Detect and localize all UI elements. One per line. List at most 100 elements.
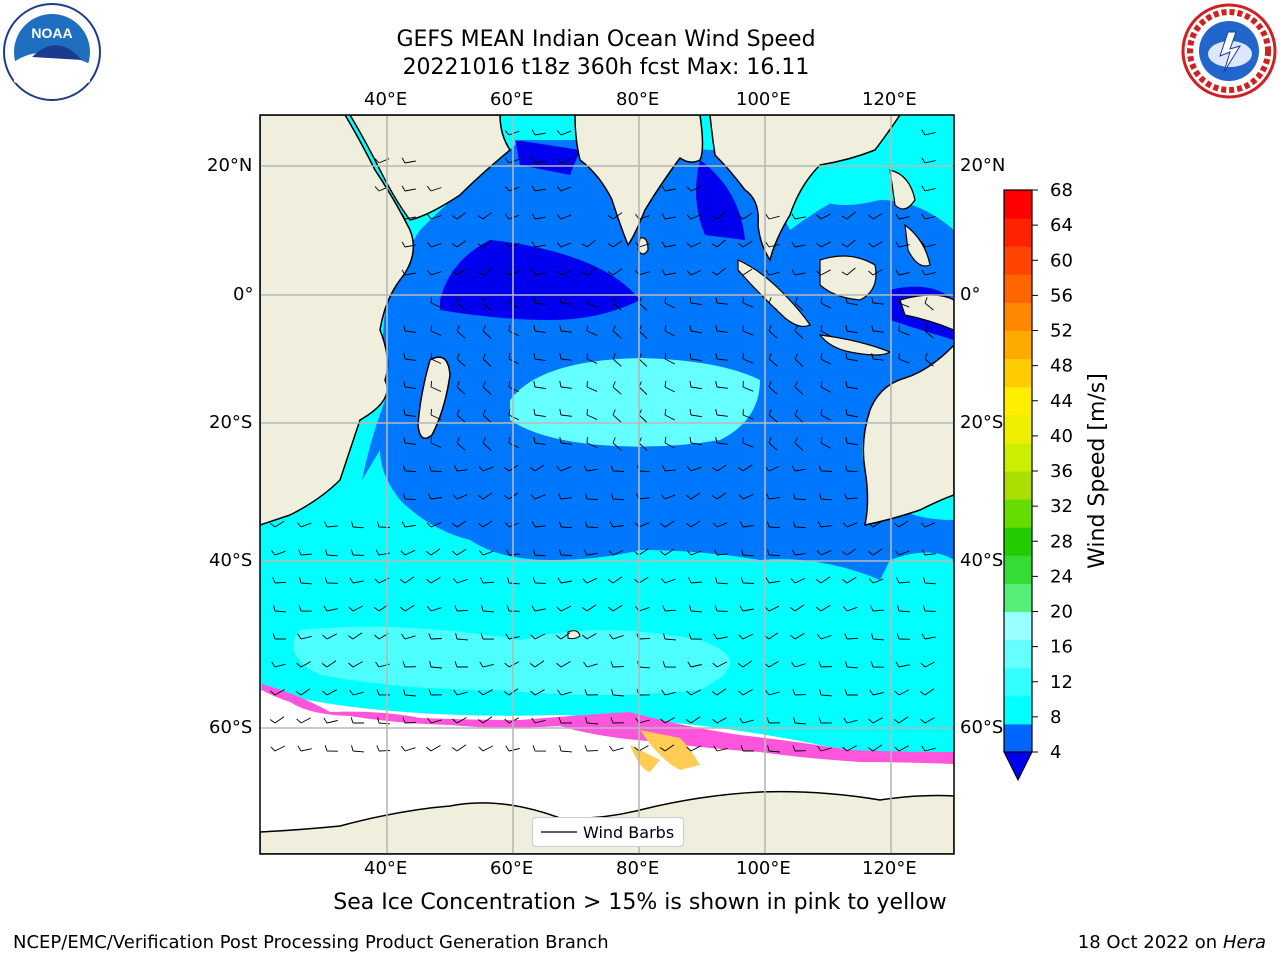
wind-barb [430, 324, 442, 336]
wind-barb [711, 688, 727, 696]
colorbar-swatch [1004, 358, 1032, 388]
wind-barb [662, 661, 677, 668]
lat-label-right-20n: 20°N [960, 155, 1006, 176]
wind-barb [794, 297, 804, 311]
sumatra-land [737, 259, 811, 328]
lat-label-left-0: 0° [233, 284, 254, 305]
colorbar-tick-label: 36 [1050, 461, 1073, 482]
wind-barb [844, 689, 858, 696]
colorbar-under-arrow [1003, 751, 1033, 782]
wind-barb [791, 549, 806, 556]
wind-barb [581, 604, 597, 612]
wind-barb [348, 661, 363, 668]
wind-barb [376, 521, 391, 528]
lat-label-left-40s: 40°S [209, 550, 253, 571]
wind-barb [482, 437, 492, 451]
wind-barb [508, 296, 520, 309]
wind-barb [659, 520, 675, 528]
legend-label: Wind Barbs [583, 823, 675, 842]
wind-barb [607, 212, 623, 220]
wind-barb [686, 466, 702, 472]
wind-barb [664, 409, 676, 421]
wind-barb [456, 325, 466, 339]
wind-barb [324, 745, 339, 752]
wind-barb [296, 717, 311, 724]
wind-barb [742, 296, 754, 308]
wind-barb [402, 493, 417, 501]
wind-barb [609, 521, 624, 528]
lon-label-bottom-60e: 60°E [490, 858, 534, 879]
wind-barb [794, 409, 804, 423]
wind-barb [452, 494, 468, 500]
wind-barb [401, 269, 416, 276]
wind-barb [664, 381, 676, 393]
wind-barb [272, 633, 286, 640]
colorbar-swatch [1004, 330, 1032, 360]
wind-barb [508, 436, 520, 449]
wind-barb [791, 269, 806, 276]
colorbar-swatch [1004, 555, 1032, 584]
wind-barb [738, 494, 754, 500]
dark-blue-region-west [440, 240, 640, 320]
wind-barb [711, 492, 727, 500]
wind-barb [841, 548, 857, 556]
wind-barb [351, 521, 365, 529]
noaa-logo: NOAA [2, 2, 102, 102]
wind-barb [608, 604, 623, 612]
wind-barb [533, 437, 546, 446]
wind-barb [295, 688, 311, 696]
wind-barb [924, 353, 934, 367]
wind-barb [558, 521, 573, 529]
wind-barb [768, 437, 778, 451]
wind-barb [661, 241, 676, 248]
wind-barb [868, 717, 883, 724]
wind-barb [375, 549, 390, 556]
wind-barb [609, 633, 624, 640]
wind-barb [454, 605, 469, 612]
colorbar-swatch [1004, 302, 1032, 331]
wind-barb [661, 185, 676, 192]
wind-barb [871, 353, 884, 361]
wind-barb [582, 633, 597, 640]
colorbar-tick-label: 64 [1050, 215, 1073, 236]
wind-barb [376, 689, 391, 696]
wind-barb [480, 633, 495, 640]
wind-barb [610, 661, 625, 668]
wind-barb [715, 437, 728, 445]
wind-barb [533, 353, 546, 362]
colorbar-swatch [1004, 499, 1032, 528]
wind-barb [686, 689, 701, 696]
wind-barb [922, 605, 937, 612]
footer-host: Hera [1222, 932, 1266, 953]
map-subtitle: 20221016 t18z 360h fcst Max: 16.11 [402, 55, 810, 80]
wind-barb [477, 716, 493, 724]
borneo-land [819, 255, 877, 301]
wind-barb [269, 716, 285, 724]
wind-barb [456, 437, 466, 451]
wind-barb [350, 549, 365, 556]
wind-barb [660, 548, 675, 556]
wind-barb [612, 325, 622, 339]
wind-barb [477, 239, 492, 248]
wind-barb [453, 689, 468, 696]
wind-barb [531, 717, 546, 724]
wind-barb [868, 213, 883, 220]
wind-barb [402, 717, 417, 724]
wind-barb [296, 661, 311, 668]
wind-barb [532, 577, 547, 584]
wind-barb [766, 521, 781, 529]
wind-barbs-legend: Wind Barbs [532, 817, 684, 847]
wind-barb [430, 436, 442, 448]
wind-barb [612, 437, 622, 451]
wind-barb [611, 689, 625, 697]
wind-barb [842, 522, 858, 528]
wind-barb [765, 577, 780, 584]
wind-barb [871, 633, 885, 641]
wind-barb [898, 296, 910, 308]
wind-barb [531, 157, 546, 164]
wind-barb [558, 549, 573, 556]
wind-barb [321, 660, 337, 668]
wind-barb [686, 492, 701, 500]
wind-barb [660, 494, 676, 500]
wind-barb [686, 550, 702, 556]
